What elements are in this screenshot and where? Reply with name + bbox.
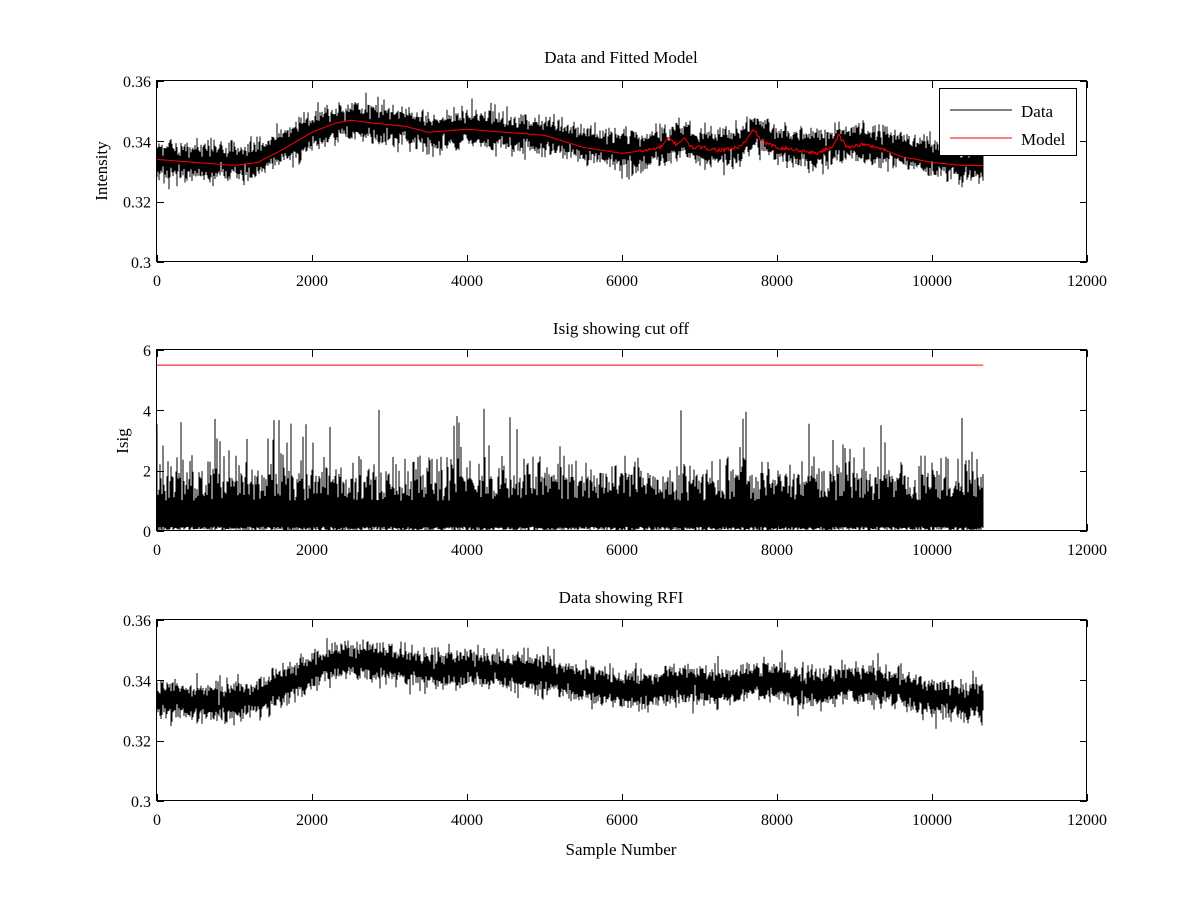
y-tick-label: 0.34 [123,673,151,690]
x-tick-label: 4000 [451,273,483,290]
x-tick-label: 8000 [761,273,793,290]
x-tick-label: 4000 [451,812,483,829]
x-tick-label: 8000 [761,542,793,559]
tick-layer: 0 2000 4000 6000 8000 10000 12000 0 2 4 6 [143,343,1107,559]
x-axis-label: Sample Number [566,840,677,859]
legend: Data Model [939,88,1077,156]
y-tick-label: 6 [143,343,151,360]
y-tick-label: 0.36 [123,613,151,630]
y-tick-label: 0.34 [123,134,151,151]
y-tick-label: 0.32 [123,195,151,212]
x-tick-label: 8000 [761,812,793,829]
x-tick-label: 10000 [912,542,952,559]
y-axis-label: Intensity [92,141,111,201]
y-tick-label: 4 [143,403,151,420]
chart-title: Isig showing cut off [553,319,689,338]
x-tick-label: 4000 [451,542,483,559]
panel-rfi: Data showing RFI 0 2000 4000 6000 8000 10000 1… [123,588,1107,859]
plot-frame [156,349,1087,531]
x-tick-label: 0 [153,273,161,290]
x-tick-label: 12000 [1067,273,1107,290]
y-tick-label: 0.32 [123,734,151,751]
x-tick-label: 10000 [912,812,952,829]
tick-layer: 0 2000 4000 6000 8000 10000 12000 0.3 0.32 0.34 0.… [123,74,1107,290]
y-tick-label: 2 [143,464,151,481]
legend-label-model: Model [1021,130,1066,149]
chart-title: Data showing RFI [559,588,684,607]
chart-title: Data and Fitted Model [544,48,698,67]
x-tick-label: 2000 [296,542,328,559]
y-tick-label: 0.3 [131,794,151,811]
x-tick-label: 12000 [1067,812,1107,829]
x-tick-label: 2000 [296,812,328,829]
x-tick-label: 6000 [606,542,638,559]
plot-frame [156,619,1087,801]
panel-isig: Isig showing cut off Isig 0 2000 4000 6000 8… [113,319,1107,559]
series-line-model [156,119,983,166]
y-tick-label: 0.36 [123,74,151,91]
panel-data-and-model: Data and Fitted Model Intensity 0 2000 400… [92,48,1107,290]
legend-box [939,88,1077,156]
x-tick-label: 2000 [296,273,328,290]
legend-label-data: Data [1021,102,1054,121]
tick-layer: 0 2000 4000 6000 8000 10000 12000 0.3 0.32 0.34 0.… [123,613,1107,829]
x-tick-label: 10000 [912,273,952,290]
x-tick-label: 0 [153,542,161,559]
x-tick-label: 6000 [606,812,638,829]
plot-frame [156,80,1087,262]
x-tick-label: 12000 [1067,542,1107,559]
y-tick-label: 0 [143,524,151,541]
x-tick-label: 6000 [606,273,638,290]
x-tick-label: 0 [153,812,161,829]
y-axis-label: Isig [113,428,132,454]
y-tick-label: 0.3 [131,255,151,272]
